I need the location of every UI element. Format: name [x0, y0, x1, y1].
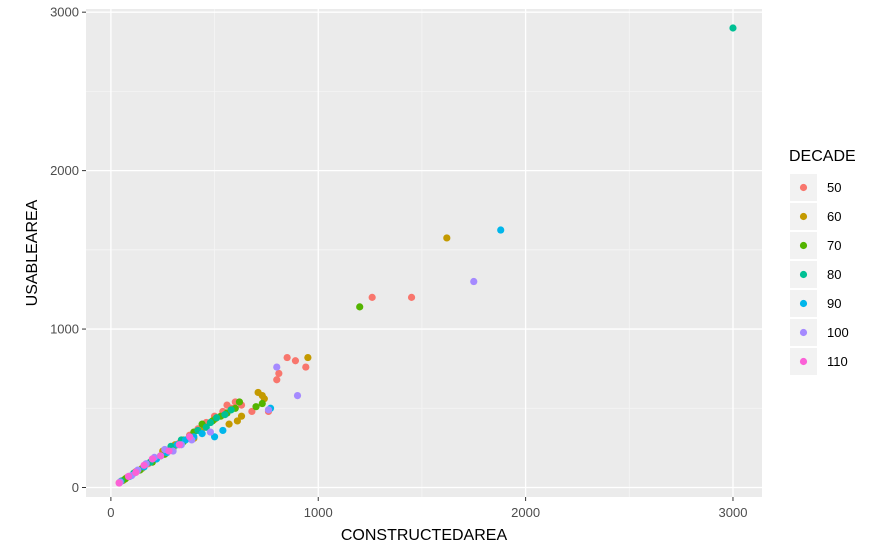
legend-title: DECADE: [789, 148, 856, 165]
x-tick-label: 0: [107, 505, 114, 520]
data-point: [227, 406, 235, 414]
data-point: [221, 411, 229, 419]
data-point: [237, 412, 246, 420]
data-point: [273, 363, 281, 371]
legend-items: 50 60 70 80 90 100 110: [790, 174, 849, 375]
data-point: [198, 430, 206, 438]
data-point: [157, 452, 165, 460]
legend-marker: [799, 183, 808, 192]
data-point: [293, 391, 302, 400]
legend-marker: [799, 328, 808, 337]
data-point: [202, 423, 210, 431]
data-point: [497, 226, 505, 234]
data-point: [219, 426, 227, 435]
x-axis-ticks: 0 1000 2000 3000: [107, 497, 747, 520]
data-point: [443, 234, 451, 242]
legend-marker: [799, 299, 808, 308]
data-point: [407, 293, 416, 301]
x-axis-title: CONSTRUCTEDAREA: [341, 527, 508, 544]
data-point: [124, 472, 133, 481]
data-point: [165, 447, 173, 455]
data-point: [264, 406, 273, 414]
legend-marker: [799, 241, 808, 250]
y-tick-label: 1000: [50, 322, 79, 337]
x-tick-label: 3000: [719, 505, 748, 520]
data-point: [206, 418, 215, 427]
data-point: [273, 376, 281, 384]
data-point: [729, 24, 737, 32]
data-point: [302, 363, 310, 371]
data-point: [140, 461, 148, 469]
y-tick-label: 2000: [50, 163, 79, 178]
data-point: [115, 479, 123, 487]
data-points: [115, 24, 737, 487]
data-point: [356, 303, 364, 311]
legend-label: 100: [827, 325, 849, 340]
data-point: [275, 369, 283, 378]
y-tick-label: 0: [72, 480, 79, 495]
data-point: [210, 433, 219, 441]
grid-lines: [86, 9, 762, 497]
data-point: [233, 417, 241, 425]
y-axis-title: USABLEAREA: [24, 199, 41, 306]
data-point: [248, 407, 256, 416]
panel-background: [86, 9, 762, 497]
data-point: [258, 399, 266, 408]
legend-marker: [799, 270, 808, 279]
data-point: [186, 433, 194, 441]
plot-panel: [86, 9, 762, 497]
y-axis-ticks: 0 1000 2000 3000: [50, 5, 86, 495]
data-point: [206, 428, 215, 436]
legend-marker: [799, 212, 808, 221]
data-point: [283, 353, 291, 362]
data-point: [175, 441, 183, 449]
legend-label: 70: [827, 238, 841, 253]
x-tick-label: 1000: [304, 505, 333, 520]
legend-label: 90: [827, 296, 841, 311]
data-point: [291, 357, 300, 365]
y-tick-label: 3000: [50, 5, 79, 20]
data-point: [470, 277, 478, 286]
data-point: [252, 403, 260, 411]
legend-label: 60: [827, 209, 841, 224]
data-point: [304, 353, 312, 362]
legend-label: 110: [827, 354, 848, 369]
data-point: [368, 293, 376, 301]
x-tick-label: 2000: [511, 505, 540, 520]
legend-label: 50: [827, 180, 841, 195]
data-point: [132, 468, 140, 477]
data-point: [213, 414, 221, 422]
legend-marker: [799, 357, 808, 366]
data-point: [235, 398, 244, 406]
data-point: [225, 420, 233, 428]
legend: DECADE 50 60 70 80 90 100 110: [789, 148, 856, 375]
data-point: [148, 455, 156, 463]
legend-label: 80: [827, 267, 841, 282]
